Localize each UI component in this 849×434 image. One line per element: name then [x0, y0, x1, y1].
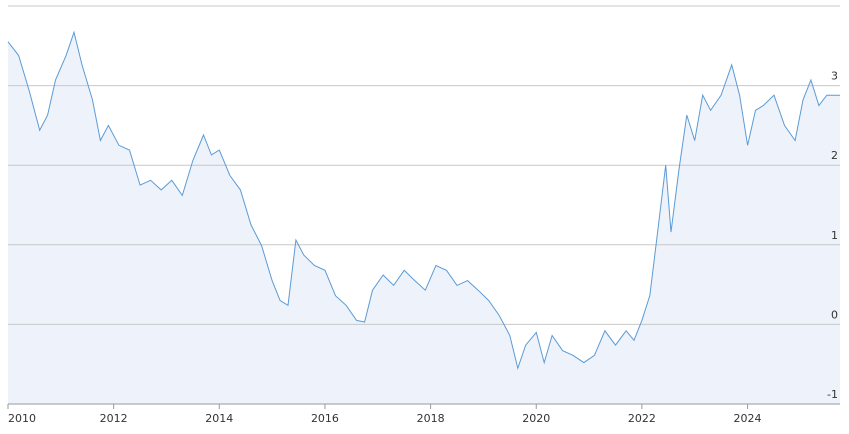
y-tick-label: 3	[831, 70, 838, 83]
x-tick-label: 2020	[522, 412, 550, 425]
x-tick-label: 2010	[8, 412, 36, 425]
y-tick-label: -1	[827, 388, 838, 401]
y-tick-label: 0	[831, 308, 838, 321]
area	[8, 32, 840, 405]
y-tick-label: 1	[831, 229, 838, 242]
x-tick-label: 2014	[205, 412, 233, 425]
x-tick-label: 2018	[417, 412, 445, 425]
line	[7, 30, 840, 370]
x-tick-label: 2022	[628, 412, 656, 425]
x-tick-label: 2024	[734, 412, 762, 425]
x-tick-label: 2012	[100, 412, 128, 425]
x-tick-label: 2016	[311, 412, 339, 425]
y-tick-label: 2	[831, 149, 838, 162]
